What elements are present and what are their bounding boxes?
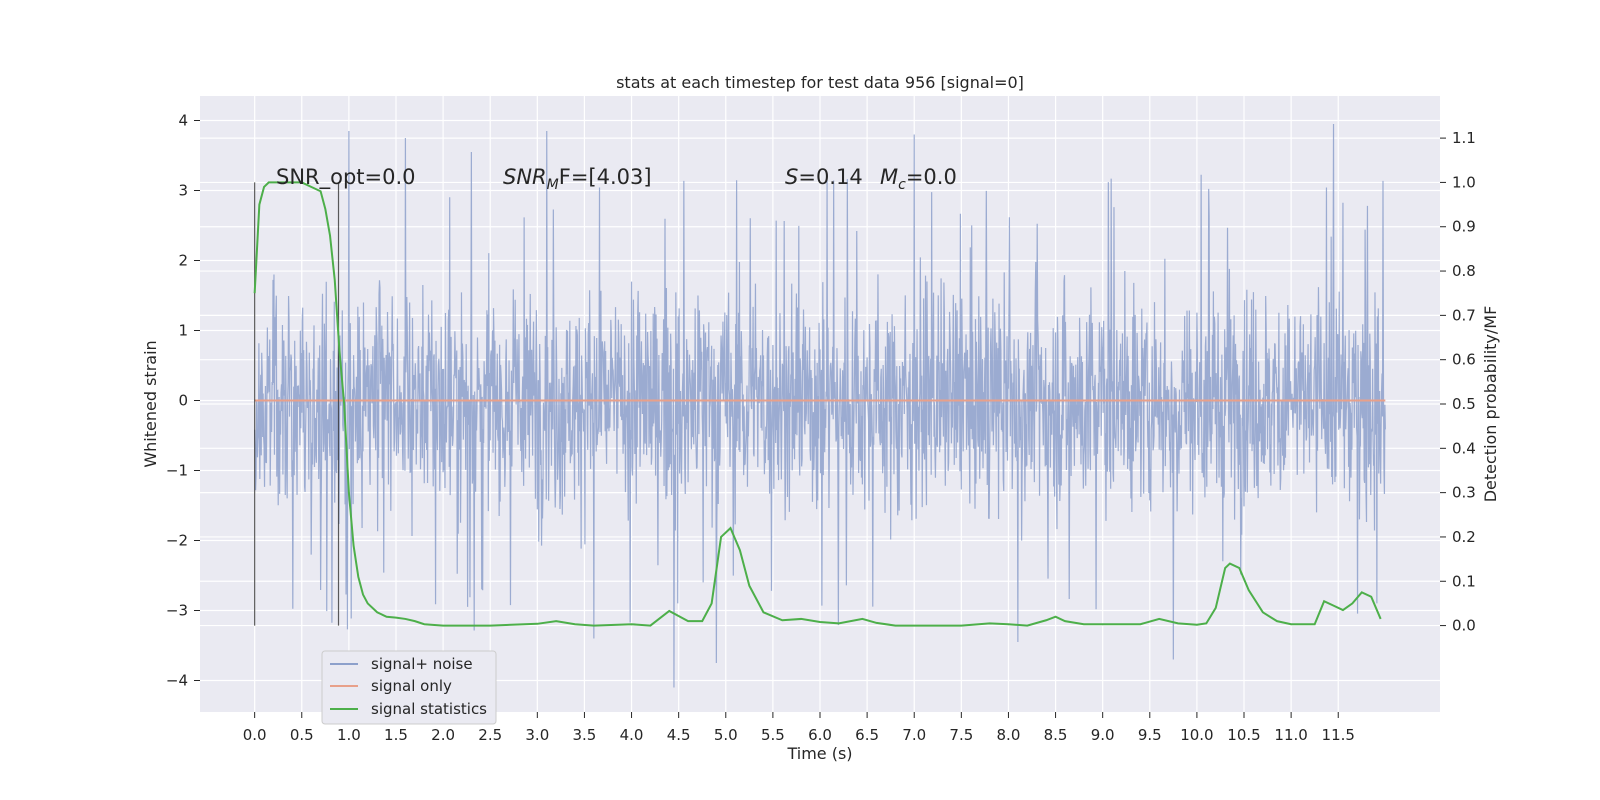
y-tick-label: −3 bbox=[166, 602, 188, 620]
x-tick-label: 5.0 bbox=[714, 726, 738, 744]
x-tick-label: 10.5 bbox=[1227, 726, 1260, 744]
y-tick-label: 4 bbox=[178, 112, 188, 130]
y2-tick-label: 0.9 bbox=[1452, 218, 1476, 236]
mc-annotation: Mc=0.0 bbox=[880, 165, 957, 193]
legend-box bbox=[321, 650, 497, 725]
y2-tick-label: 1.1 bbox=[1452, 129, 1476, 147]
y-ticks: 4 3 2 1 0 −1 −2 −3 −4 bbox=[166, 112, 200, 690]
snr-mf-value: F=[4.03] bbox=[559, 165, 652, 189]
x-tick-label: 0.5 bbox=[290, 726, 314, 744]
snr-mf-annotation: SNRMF=[4.03] bbox=[503, 165, 652, 193]
noise-series bbox=[254, 123, 1386, 688]
x-tick-label: 8.0 bbox=[997, 726, 1021, 744]
snr-mf-label: SNR bbox=[503, 165, 547, 189]
y2-tick-label: 0.3 bbox=[1452, 484, 1476, 502]
y2-axis-label: Detection probability/MF bbox=[1481, 306, 1500, 503]
x-tick-label: 2.0 bbox=[431, 726, 455, 744]
x-tick-label: 1.5 bbox=[384, 726, 408, 744]
y-tick-label: −2 bbox=[166, 532, 188, 550]
y2-tick-label: 0.6 bbox=[1452, 351, 1476, 369]
s-label: S bbox=[785, 165, 798, 189]
x-tick-label: 9.5 bbox=[1138, 726, 1162, 744]
x-tick-label: 3.0 bbox=[525, 726, 549, 744]
snr-opt-annotation: SNR_opt=0.0 bbox=[276, 165, 416, 190]
vertical-markers bbox=[254, 182, 340, 626]
x-tick-label: 7.0 bbox=[902, 726, 926, 744]
noise-trace bbox=[254, 123, 1386, 688]
s-value: =0.14 bbox=[798, 165, 862, 189]
y-tick-label: 2 bbox=[178, 252, 188, 270]
y2-tick-label: 1.0 bbox=[1452, 173, 1476, 191]
x-tick-label: 6.0 bbox=[808, 726, 832, 744]
x-tick-label: 1.0 bbox=[337, 726, 361, 744]
x-tick-label: 8.5 bbox=[1044, 726, 1068, 744]
snr-mf-subscript: M bbox=[547, 177, 559, 193]
x-tick-label: 5.5 bbox=[761, 726, 785, 744]
x-tick-label: 4.0 bbox=[620, 726, 644, 744]
y2-tick-label: 0.5 bbox=[1452, 395, 1476, 413]
mc-label: M bbox=[880, 165, 898, 189]
x-tick-label: 7.5 bbox=[949, 726, 973, 744]
legend-label-noise: signal+ noise bbox=[371, 655, 473, 673]
x-tick-label: 2.5 bbox=[478, 726, 502, 744]
s-annotation: S=0.14 bbox=[785, 165, 863, 189]
x-axis-label: Time (s) bbox=[786, 744, 852, 763]
y-tick-label: 3 bbox=[178, 182, 188, 200]
x-tick-label: 6.5 bbox=[855, 726, 879, 744]
y2-tick-label: 0.7 bbox=[1452, 306, 1476, 324]
y2-tick-label: 0.4 bbox=[1452, 439, 1476, 457]
x-tick-label: 4.5 bbox=[667, 726, 691, 744]
signal-statistics-line bbox=[253, 181, 1382, 627]
legend: signal+ noise signal only signal statist… bbox=[321, 650, 497, 725]
x-tick-label: 9.0 bbox=[1091, 726, 1115, 744]
x-tick-label: 10.0 bbox=[1180, 726, 1213, 744]
chart-title: stats at each timestep for test data 956… bbox=[616, 73, 1024, 92]
y-tick-label: −4 bbox=[166, 672, 188, 690]
x-ticks: 0.0 0.5 1.0 1.5 2.0 2.5 3.0 3.5 4.0 4.5 5.0 5.5 6.0 6… bbox=[243, 712, 1355, 744]
x-tick-label: 3.5 bbox=[573, 726, 597, 744]
mc-value: =0.0 bbox=[906, 165, 957, 189]
legend-label-statistics: signal statistics bbox=[371, 700, 487, 718]
y-axis-label: Whitened strain bbox=[141, 340, 160, 467]
x-tick-label: 11.0 bbox=[1274, 726, 1307, 744]
x-tick-label: 11.5 bbox=[1322, 726, 1355, 744]
y2-ticks: 1.1 1.0 0.9 0.8 0.7 0.6 0.5 0.4 0.3 0.2 0.1 0.0 bbox=[1440, 129, 1476, 635]
signal-statistics-series bbox=[253, 181, 1382, 627]
mc-subscript: c bbox=[898, 177, 906, 193]
y2-tick-label: 0.0 bbox=[1452, 617, 1476, 635]
y2-tick-label: 0.1 bbox=[1452, 572, 1476, 590]
y2-tick-label: 0.8 bbox=[1452, 262, 1476, 280]
y-tick-label: 1 bbox=[178, 322, 188, 340]
x-tick-label: 0.0 bbox=[243, 726, 267, 744]
y2-tick-label: 0.2 bbox=[1452, 528, 1476, 546]
y-tick-label: 0 bbox=[178, 392, 188, 410]
y-tick-label: −1 bbox=[166, 462, 188, 480]
legend-label-signal: signal only bbox=[371, 677, 452, 695]
